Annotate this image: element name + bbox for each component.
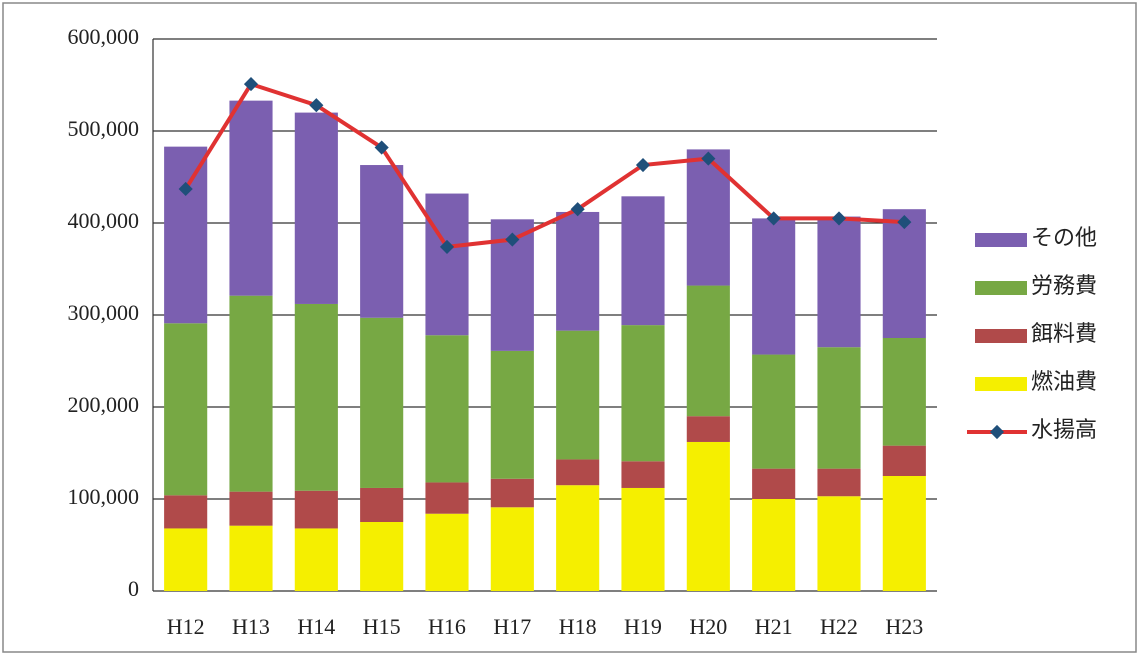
y-tick-label: 400,000 bbox=[68, 208, 140, 233]
x-tick-label: H20 bbox=[689, 614, 727, 639]
bar-segment bbox=[621, 325, 665, 462]
bar-segment bbox=[686, 416, 730, 442]
bar-segment bbox=[556, 211, 600, 331]
bar-segment bbox=[360, 165, 404, 318]
x-tick-label: H19 bbox=[624, 614, 662, 639]
bar-segment bbox=[229, 525, 273, 591]
bar-segment bbox=[425, 482, 469, 514]
bar-segment bbox=[425, 335, 469, 483]
bar-segment bbox=[817, 347, 861, 469]
bar-segment bbox=[294, 528, 338, 591]
bar-segment bbox=[229, 100, 273, 296]
bar-segment bbox=[425, 193, 469, 336]
bar-segment bbox=[621, 461, 665, 488]
legend-swatch bbox=[975, 233, 1027, 247]
bar-segment bbox=[229, 295, 273, 492]
bar-segment bbox=[164, 495, 208, 529]
line-marker bbox=[309, 98, 324, 113]
bar-segment bbox=[752, 354, 796, 469]
x-tick-label: H15 bbox=[363, 614, 401, 639]
bar-segment bbox=[164, 146, 208, 324]
bar-segment bbox=[360, 317, 404, 488]
legend-label: 燃油費 bbox=[1031, 369, 1097, 394]
bar-segment bbox=[425, 513, 469, 591]
y-tick-label: 100,000 bbox=[68, 484, 140, 509]
bar-segment bbox=[752, 218, 796, 355]
line-marker bbox=[701, 151, 716, 166]
bar-segment bbox=[686, 285, 730, 417]
bar-segment bbox=[882, 338, 926, 446]
bar-segment bbox=[882, 476, 926, 591]
bar-segment bbox=[621, 487, 665, 591]
legend-label: その他 bbox=[1031, 225, 1097, 250]
y-tick-label: 300,000 bbox=[68, 300, 140, 325]
x-tick-label: H16 bbox=[428, 614, 466, 639]
legend-swatch bbox=[989, 424, 1005, 440]
bar-segment bbox=[817, 468, 861, 497]
bar-segment bbox=[490, 507, 534, 591]
y-tick-label: 0 bbox=[128, 576, 139, 601]
x-tick-label: H23 bbox=[885, 614, 923, 639]
bar-segment bbox=[752, 468, 796, 499]
x-tick-label: H18 bbox=[559, 614, 597, 639]
legend-swatch bbox=[975, 377, 1027, 391]
bar-segment bbox=[686, 441, 730, 591]
x-tick-label: H21 bbox=[755, 614, 793, 639]
line bbox=[183, 81, 905, 250]
bar-segment bbox=[621, 196, 665, 326]
bar-segment bbox=[294, 490, 338, 529]
bar-segment bbox=[360, 487, 404, 522]
x-tick-label: H22 bbox=[820, 614, 858, 639]
line-marker bbox=[439, 239, 455, 254]
bar-segment bbox=[360, 522, 404, 591]
bar-segment bbox=[752, 499, 796, 591]
x-tick-label: H12 bbox=[167, 614, 205, 639]
bar-segment bbox=[556, 330, 600, 460]
bar-segment bbox=[294, 303, 338, 491]
bar-segment bbox=[490, 350, 534, 479]
bar-segment bbox=[294, 112, 338, 304]
bar-segment bbox=[817, 216, 861, 348]
bar-segment bbox=[882, 209, 926, 338]
line-marker bbox=[897, 215, 912, 230]
legend-label: 労務費 bbox=[1031, 273, 1097, 298]
line-marker bbox=[374, 140, 389, 155]
x-tick-label: H14 bbox=[297, 614, 335, 639]
bar-segment bbox=[817, 496, 861, 591]
legend-swatch bbox=[975, 281, 1027, 295]
legend-label: 餌料費 bbox=[1031, 321, 1097, 346]
bar-segment bbox=[556, 459, 600, 486]
bar-segment bbox=[229, 491, 273, 526]
y-tick-label: 500,000 bbox=[68, 116, 140, 141]
legend-label: 水揚高 bbox=[1031, 417, 1097, 442]
line-marker bbox=[766, 211, 781, 226]
bar-segment bbox=[164, 323, 208, 496]
bar-segment bbox=[490, 478, 534, 508]
line-marker bbox=[570, 202, 585, 217]
bar-segment bbox=[164, 528, 208, 591]
x-tick-label: H13 bbox=[232, 614, 270, 639]
line-marker bbox=[178, 181, 193, 197]
y-tick-label: 600,000 bbox=[68, 24, 140, 49]
line-marker bbox=[635, 157, 651, 173]
line-marker bbox=[831, 211, 847, 226]
bar-segment bbox=[882, 445, 926, 476]
bar-segment bbox=[556, 485, 600, 591]
x-tick-label: H17 bbox=[493, 614, 531, 639]
y-tick-label: 200,000 bbox=[68, 392, 140, 417]
legend-swatch bbox=[975, 329, 1027, 343]
